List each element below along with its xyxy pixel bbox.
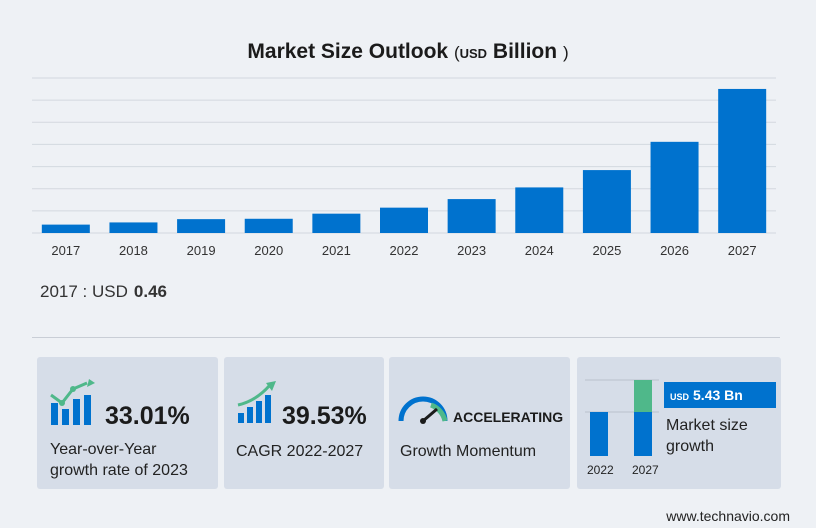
rising-bars-icon bbox=[237, 381, 276, 423]
x-tick-label: 2017 bbox=[51, 243, 80, 258]
increment-card bbox=[577, 357, 781, 489]
x-tick-label: 2024 bbox=[525, 243, 554, 258]
cagr-caption: CAGR 2022-2027 bbox=[236, 443, 364, 460]
yoy-caption-line2: growth rate of 2023 bbox=[50, 462, 188, 479]
x-tick-label: 2023 bbox=[457, 243, 486, 258]
momentum-value: ACCELERATING bbox=[453, 409, 564, 425]
cagr-card: 39.53% CAGR 2022-2027 bbox=[224, 357, 384, 489]
mini-label-2022: 2022 bbox=[587, 463, 614, 477]
bar-chart: 2017 2018 2019 2020 2021 2022 2023 2024 2025 2026… bbox=[32, 77, 776, 258]
chart-title: Market Size Outlook (USD Billion ) bbox=[0, 40, 816, 64]
mini-bar-2027-increment bbox=[634, 380, 652, 412]
increment-caption: Market size growth bbox=[666, 415, 748, 457]
speedometer-icon bbox=[398, 396, 448, 424]
title-text: Market Size Outlook bbox=[247, 40, 449, 63]
bar-2021 bbox=[312, 213, 361, 233]
increment-currency: USD bbox=[670, 392, 690, 402]
x-tick-label: 2019 bbox=[187, 243, 216, 258]
divider bbox=[32, 337, 780, 338]
x-tick-label: 2018 bbox=[119, 243, 148, 258]
x-tick-label: 2025 bbox=[592, 243, 621, 258]
base-year-value: 2017 : USD 0.46 bbox=[40, 282, 167, 302]
title-paren-close: ) bbox=[562, 43, 569, 62]
mini-label-2027: 2027 bbox=[632, 463, 659, 477]
growth-chart-icon bbox=[50, 379, 95, 425]
title-paren-open: ( bbox=[453, 43, 460, 62]
bar-2019 bbox=[177, 219, 226, 233]
cagr-value: 39.53% bbox=[282, 402, 367, 430]
bar-2025 bbox=[582, 170, 631, 233]
bar-2022 bbox=[380, 207, 428, 233]
increment-amount: 5.43 Bn bbox=[693, 387, 743, 403]
momentum-caption: Growth Momentum bbox=[400, 443, 537, 460]
increment-caption-line1: Market size bbox=[666, 417, 748, 434]
bar-2024 bbox=[515, 187, 564, 233]
x-tick-label: 2020 bbox=[254, 243, 283, 258]
title-unit: Billion bbox=[492, 40, 558, 63]
mini-bar-2022 bbox=[590, 412, 608, 456]
increment-badge: USD 5.43 Bn bbox=[664, 382, 776, 408]
x-tick-label: 2021 bbox=[322, 243, 351, 258]
yoy-value: 33.01% bbox=[105, 402, 190, 430]
increment-mini-chart bbox=[585, 379, 659, 456]
increment-caption-line2: growth bbox=[666, 438, 715, 455]
source-footer: www.technavio.com bbox=[666, 508, 790, 524]
bar-2026 bbox=[650, 141, 699, 233]
x-tick-label: 2027 bbox=[728, 243, 757, 258]
bar-2027 bbox=[718, 88, 767, 233]
base-year-label: 2017 : USD bbox=[40, 282, 128, 301]
base-year-number: 0.46 bbox=[133, 282, 167, 301]
bar-2017 bbox=[41, 224, 90, 233]
yoy-caption: Year-over-Year growth rate of 2023 bbox=[50, 439, 188, 481]
yoy-card: 33.01% Year-over-Year growth rate of 202… bbox=[37, 357, 218, 489]
title-currency: USD bbox=[459, 46, 488, 61]
mini-bar-2027-base bbox=[634, 412, 652, 456]
bar-2023 bbox=[447, 199, 496, 233]
momentum-card: ACCELERATING Growth Momentum bbox=[389, 357, 570, 489]
x-tick-label: 2026 bbox=[660, 243, 689, 258]
x-tick-label: 2022 bbox=[390, 243, 419, 258]
bar-2020 bbox=[244, 218, 293, 233]
bar-2018 bbox=[109, 222, 158, 233]
yoy-caption-line1: Year-over-Year bbox=[50, 441, 157, 458]
